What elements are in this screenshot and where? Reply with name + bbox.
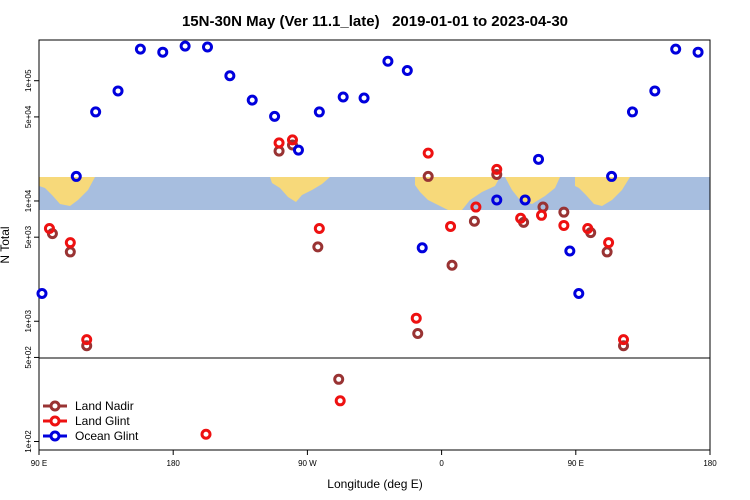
point xyxy=(200,428,212,440)
legend-marker xyxy=(49,430,61,442)
y-tick-label: 5e+04 xyxy=(24,105,33,128)
point xyxy=(412,327,424,339)
point xyxy=(333,373,345,385)
legend-marker xyxy=(49,415,61,427)
point xyxy=(558,206,570,218)
point xyxy=(649,85,661,97)
point xyxy=(273,137,285,149)
chart-title: 15N-30N May (Ver 11.1_late) 2019-01-01 t… xyxy=(182,13,568,30)
point xyxy=(692,46,704,58)
point xyxy=(286,134,298,146)
point xyxy=(157,46,169,58)
point xyxy=(670,43,682,55)
point xyxy=(536,209,548,221)
point xyxy=(564,245,576,257)
point xyxy=(401,64,413,76)
legend-label: Land Glint xyxy=(75,414,130,428)
point xyxy=(468,215,480,227)
point xyxy=(112,85,124,97)
point xyxy=(70,170,82,182)
point xyxy=(606,170,618,182)
point xyxy=(558,219,570,231)
point xyxy=(81,334,93,346)
point xyxy=(64,246,76,258)
y-tick-label: 1e+05 xyxy=(24,69,33,92)
x-axis-label: Longitude (deg E) xyxy=(327,477,422,491)
x-tick-label: 90 E xyxy=(31,459,47,468)
point xyxy=(201,41,213,53)
point xyxy=(43,223,55,235)
y-tick-label: 1e+03 xyxy=(24,309,33,332)
y-axis-label: N Total xyxy=(0,226,12,263)
point xyxy=(582,223,594,235)
point xyxy=(515,212,527,224)
y-tick-label: 1e+04 xyxy=(24,189,33,212)
x-tick-label: 180 xyxy=(703,459,717,468)
legend-marker xyxy=(49,400,61,412)
point xyxy=(90,106,102,118)
point xyxy=(292,144,304,156)
point xyxy=(246,94,258,106)
point xyxy=(36,288,48,300)
point xyxy=(179,40,191,52)
y-tick-label: 5e+02 xyxy=(24,346,33,369)
point xyxy=(603,237,615,249)
x-tick-label: 90 E xyxy=(568,459,584,468)
point xyxy=(334,395,346,407)
legend-label: Ocean Glint xyxy=(75,429,139,443)
point xyxy=(337,91,349,103)
point xyxy=(618,340,630,352)
point xyxy=(269,110,281,122)
point xyxy=(313,223,325,235)
point xyxy=(64,237,76,249)
point xyxy=(626,106,638,118)
point xyxy=(491,194,503,206)
point xyxy=(422,147,434,159)
point xyxy=(491,169,503,181)
point xyxy=(519,194,531,206)
point xyxy=(491,163,503,175)
point xyxy=(81,340,93,352)
x-tick-label: 0 xyxy=(439,459,444,468)
point xyxy=(358,92,370,104)
legend-label: Land Nadir xyxy=(75,399,134,413)
x-tick-label: 180 xyxy=(167,459,181,468)
point xyxy=(618,334,630,346)
plot-frame xyxy=(38,39,711,451)
y-tick-label: 1e+02 xyxy=(24,430,33,453)
point xyxy=(134,43,146,55)
point xyxy=(422,170,434,182)
point xyxy=(224,70,236,82)
point xyxy=(601,246,613,258)
x-tick-label: 90 W xyxy=(298,459,317,468)
point xyxy=(470,201,482,213)
point xyxy=(312,241,324,253)
point xyxy=(445,220,457,232)
point xyxy=(382,55,394,67)
point xyxy=(533,153,545,165)
y-tick-label: 5e+03 xyxy=(24,225,33,248)
point xyxy=(313,106,325,118)
point xyxy=(416,242,428,254)
map-background xyxy=(39,177,710,210)
point xyxy=(446,259,458,271)
point xyxy=(573,288,585,300)
point xyxy=(410,312,422,324)
